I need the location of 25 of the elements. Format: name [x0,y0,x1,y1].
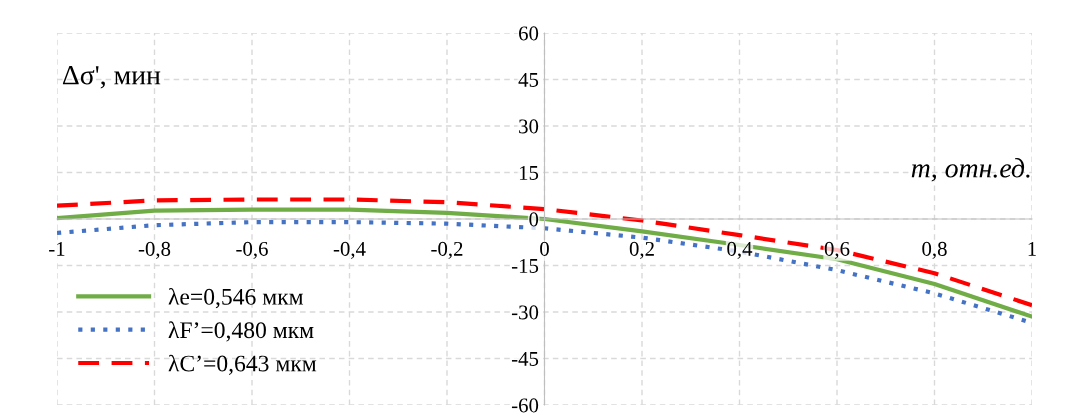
y-tick-label: -15 [511,258,539,273]
y-tick-label: 0 [529,212,539,227]
x-tick-label: -1 [49,241,65,256]
y-tick-label: 45 [518,73,539,87]
y-tick-label: -45 [511,352,539,366]
x-tick-label: -0,4 [333,241,366,259]
x-tick-label: 0,4 [727,241,753,259]
x-tick-label: -0,2 [431,241,463,259]
y-tick-label: 15 [519,165,539,180]
legend-label: λC’=0,643 мкм [168,354,317,375]
y-tick-label: 60 [519,26,539,41]
x-axis-title: m, отн.ед. [911,158,1030,182]
y-tick-label: 30 [519,119,539,134]
x-tick-label: 0,2 [629,241,654,259]
y-tick-label: -30 [511,305,539,320]
x-tick-label: 0,6 [824,241,850,259]
x-tick-label: 0,8 [922,241,947,259]
x-tick-label: -0,8 [138,241,171,259]
legend-label: λF’=0,480 мкм [168,321,314,342]
x-tick-label: 0 [540,241,549,256]
x-tick-label: -0,6 [236,241,268,259]
x-tick-label: 1 [1028,241,1036,256]
y-axis-title: Δσ', мин [62,65,161,89]
y-tick-label: -60 [511,398,539,413]
legend-label: λe=0,546 мкм [168,287,304,309]
